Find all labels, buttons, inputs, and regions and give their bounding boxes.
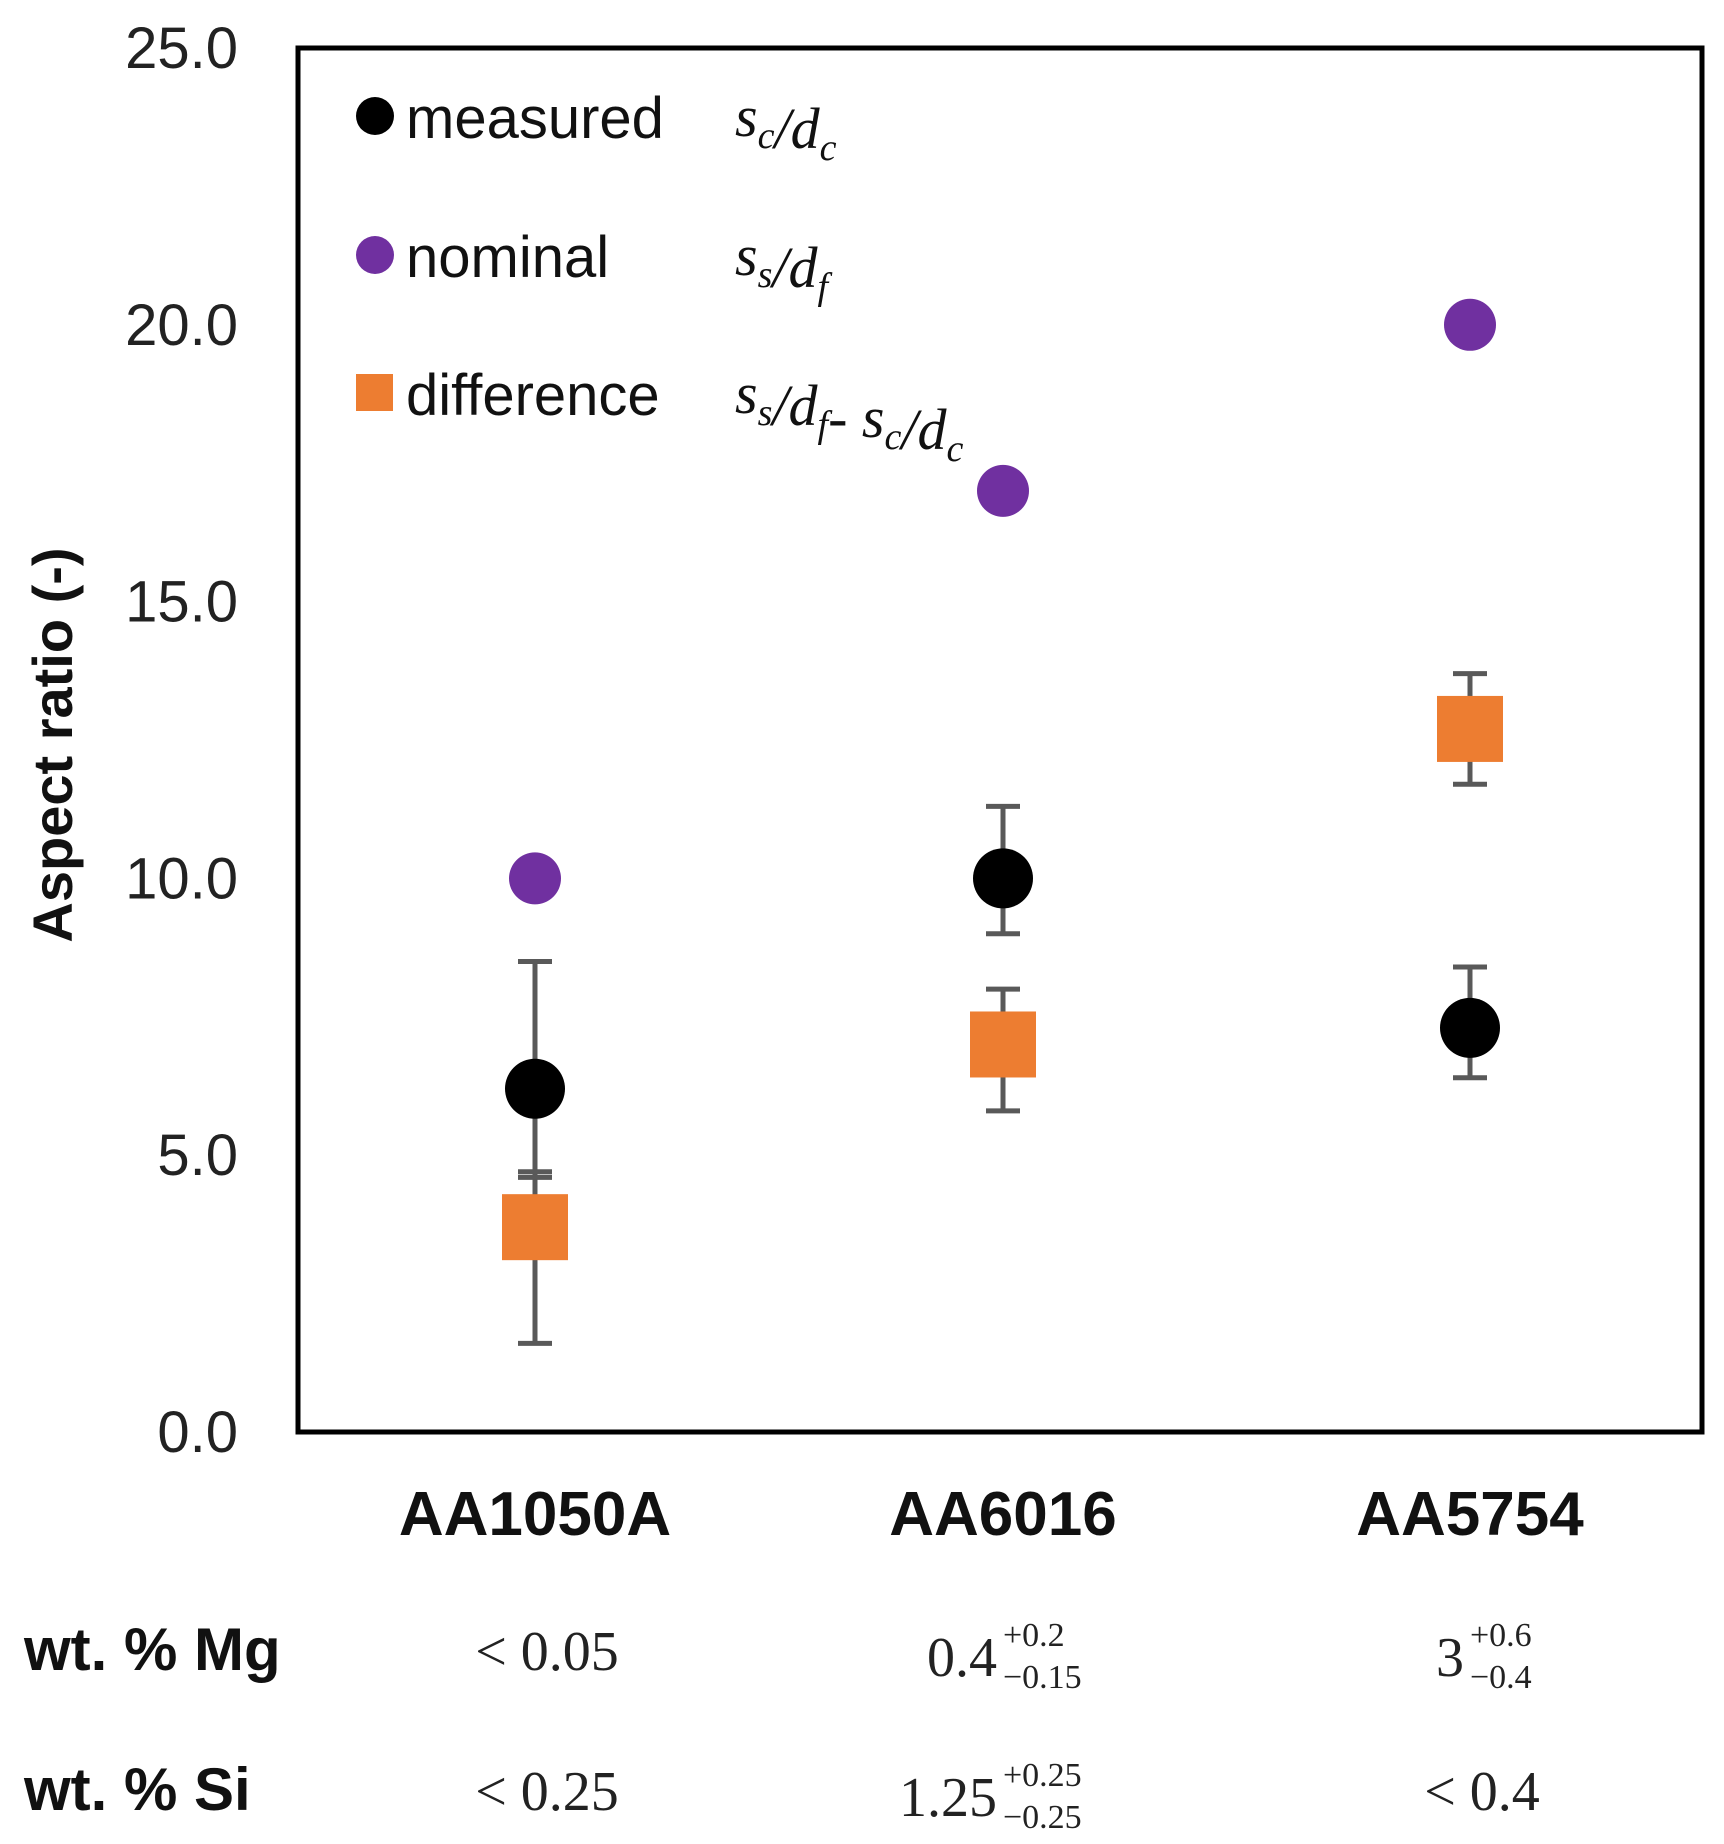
y-tick-label: 25.0 (125, 16, 238, 81)
legend-entry-nominal: nominal ss/df (356, 223, 833, 308)
legend-formula-nominal: ss/df (735, 223, 833, 308)
difference-point (970, 1011, 1036, 1078)
y-tick-label: 15.0 (125, 570, 238, 635)
composition-row: wt. % Mg < 0.05 0.4 +0.2 −0.15 3 +0.6 −0.4 (23, 1616, 1532, 1696)
nominal-point (509, 852, 561, 905)
legend-entry-measured: measured sc/dc (356, 84, 837, 169)
nominal-point (977, 464, 1029, 517)
measured-point (505, 1058, 565, 1119)
legend-label-nominal: nominal (406, 225, 609, 290)
measured-point (1440, 997, 1500, 1058)
y-axis-label: Aspect ratio (-) (21, 547, 84, 942)
plot-frame (295, 45, 1705, 1435)
composition-row-label: wt. % Mg (23, 1616, 281, 1683)
composition-lower-tol: −0.4 (1470, 1659, 1532, 1696)
legend-formula-difference: ss/df- sc/dc (735, 361, 963, 470)
legend: measured sc/dc nominal ss/df difference ss/df… (356, 84, 963, 470)
difference-point (1437, 695, 1503, 762)
legend-label-measured: measured (406, 86, 664, 151)
composition-value: < 0.25 (475, 1761, 619, 1823)
composition-lower-tol: −0.25 (1003, 1799, 1082, 1836)
x-category-label: AA1050A (399, 1480, 671, 1549)
composition-value: 0.4 (927, 1627, 997, 1689)
legend-marker-nominal (356, 236, 394, 274)
y-tick-label: 10.0 (125, 846, 238, 911)
x-category-label: AA5754 (1356, 1480, 1584, 1549)
composition-row: wt. % Si < 0.25 1.25 +0.25 −0.25 < 0.4 (23, 1756, 1540, 1836)
composition-value: < 0.05 (475, 1621, 619, 1683)
composition-value: < 0.4 (1424, 1761, 1540, 1823)
difference-point (502, 1194, 568, 1261)
y-axis-ticks: 0.0 5.0 10.0 15.0 20.0 25.0 (125, 16, 238, 1465)
legend-label-difference: difference (406, 363, 660, 428)
legend-formula-measured: sc/dc (735, 84, 837, 169)
composition-lower-tol: −0.15 (1003, 1659, 1082, 1696)
composition-table: wt. % Mg < 0.05 0.4 +0.2−0.15 3 +0.6−0.4wt. %… (23, 1616, 1540, 1836)
y-tick-label: 5.0 (157, 1123, 238, 1188)
composition-upper-tol: +0.6 (1470, 1617, 1532, 1654)
legend-marker-difference (356, 374, 393, 411)
nominal-point (1444, 298, 1496, 351)
composition-value: 3 (1436, 1627, 1464, 1689)
composition-value: 1.25 (899, 1767, 997, 1829)
composition-upper-tol: +0.2 (1003, 1617, 1065, 1654)
composition-row-label: wt. % Si (23, 1756, 251, 1823)
legend-entry-difference: difference ss/df- sc/dc (356, 361, 963, 470)
y-tick-label: 0.0 (157, 1400, 238, 1465)
x-axis-categories: AA1050A AA6016 AA5754 (399, 1480, 1584, 1549)
composition-upper-tol: +0.25 (1003, 1757, 1082, 1794)
y-tick-label: 20.0 (125, 293, 238, 358)
data-marks (502, 298, 1503, 1346)
legend-marker-measured (356, 97, 394, 135)
x-category-label: AA6016 (889, 1480, 1116, 1549)
measured-point (973, 848, 1033, 909)
